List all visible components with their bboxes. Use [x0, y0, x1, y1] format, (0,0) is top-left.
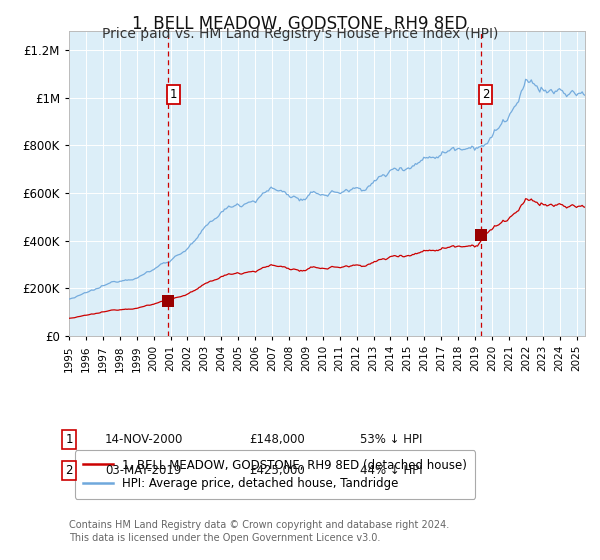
Text: 1, BELL MEADOW, GODSTONE, RH9 8ED: 1, BELL MEADOW, GODSTONE, RH9 8ED [132, 15, 468, 32]
Text: Price paid vs. HM Land Registry's House Price Index (HPI): Price paid vs. HM Land Registry's House … [102, 27, 498, 41]
Text: 1: 1 [170, 88, 177, 101]
Text: 14-NOV-2000: 14-NOV-2000 [105, 433, 184, 446]
Text: 53% ↓ HPI: 53% ↓ HPI [360, 433, 422, 446]
Text: Contains HM Land Registry data © Crown copyright and database right 2024.
This d: Contains HM Land Registry data © Crown c… [69, 520, 449, 543]
Text: 44% ↓ HPI: 44% ↓ HPI [360, 464, 422, 477]
Legend: 1, BELL MEADOW, GODSTONE, RH9 8ED (detached house), HPI: Average price, detached: 1, BELL MEADOW, GODSTONE, RH9 8ED (detac… [75, 450, 475, 498]
Text: £148,000: £148,000 [249, 433, 305, 446]
Text: 2: 2 [482, 88, 490, 101]
Text: 03-MAY-2019: 03-MAY-2019 [105, 464, 181, 477]
Text: 1: 1 [65, 433, 73, 446]
Text: £425,000: £425,000 [249, 464, 305, 477]
Text: 2: 2 [65, 464, 73, 477]
